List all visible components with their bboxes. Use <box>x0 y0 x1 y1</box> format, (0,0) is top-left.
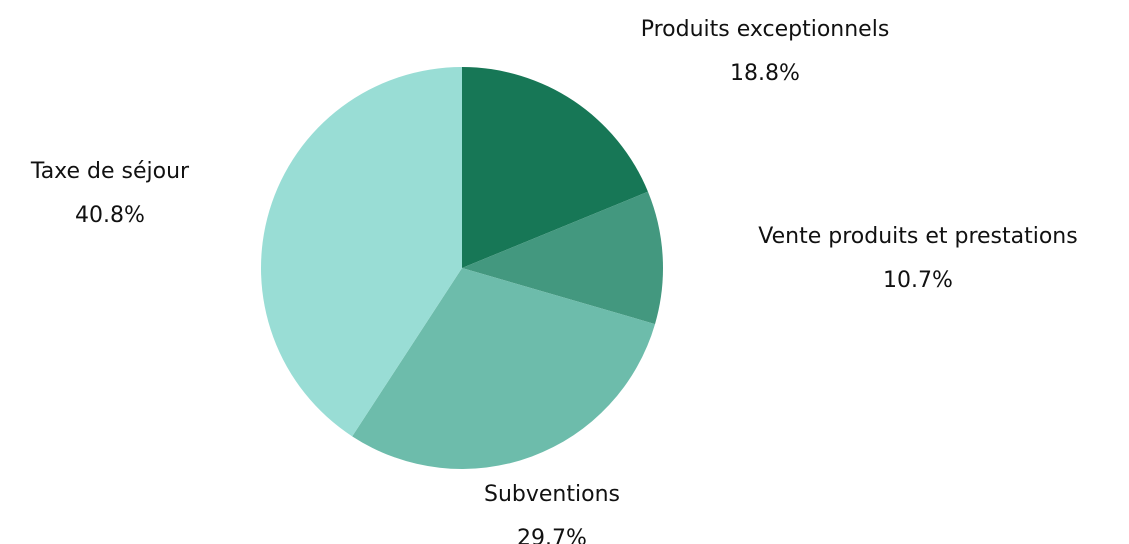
pie-slice <box>352 268 656 469</box>
pie-slice <box>261 66 462 437</box>
slice-label: Vente produits et prestations <box>758 224 1077 249</box>
slice-label: Produits exceptionnels <box>641 17 890 42</box>
slice-value-label: 29.7% <box>517 526 587 544</box>
pie-slice <box>462 67 648 268</box>
slice-label: Subventions <box>484 482 620 507</box>
slice-value-label: 18.8% <box>730 61 800 86</box>
pie-slice <box>462 191 663 325</box>
slice-label: Taxe de séjour <box>30 159 190 184</box>
slice-value-label: 40.8% <box>75 203 145 228</box>
slice-value-label: 10.7% <box>883 268 953 293</box>
